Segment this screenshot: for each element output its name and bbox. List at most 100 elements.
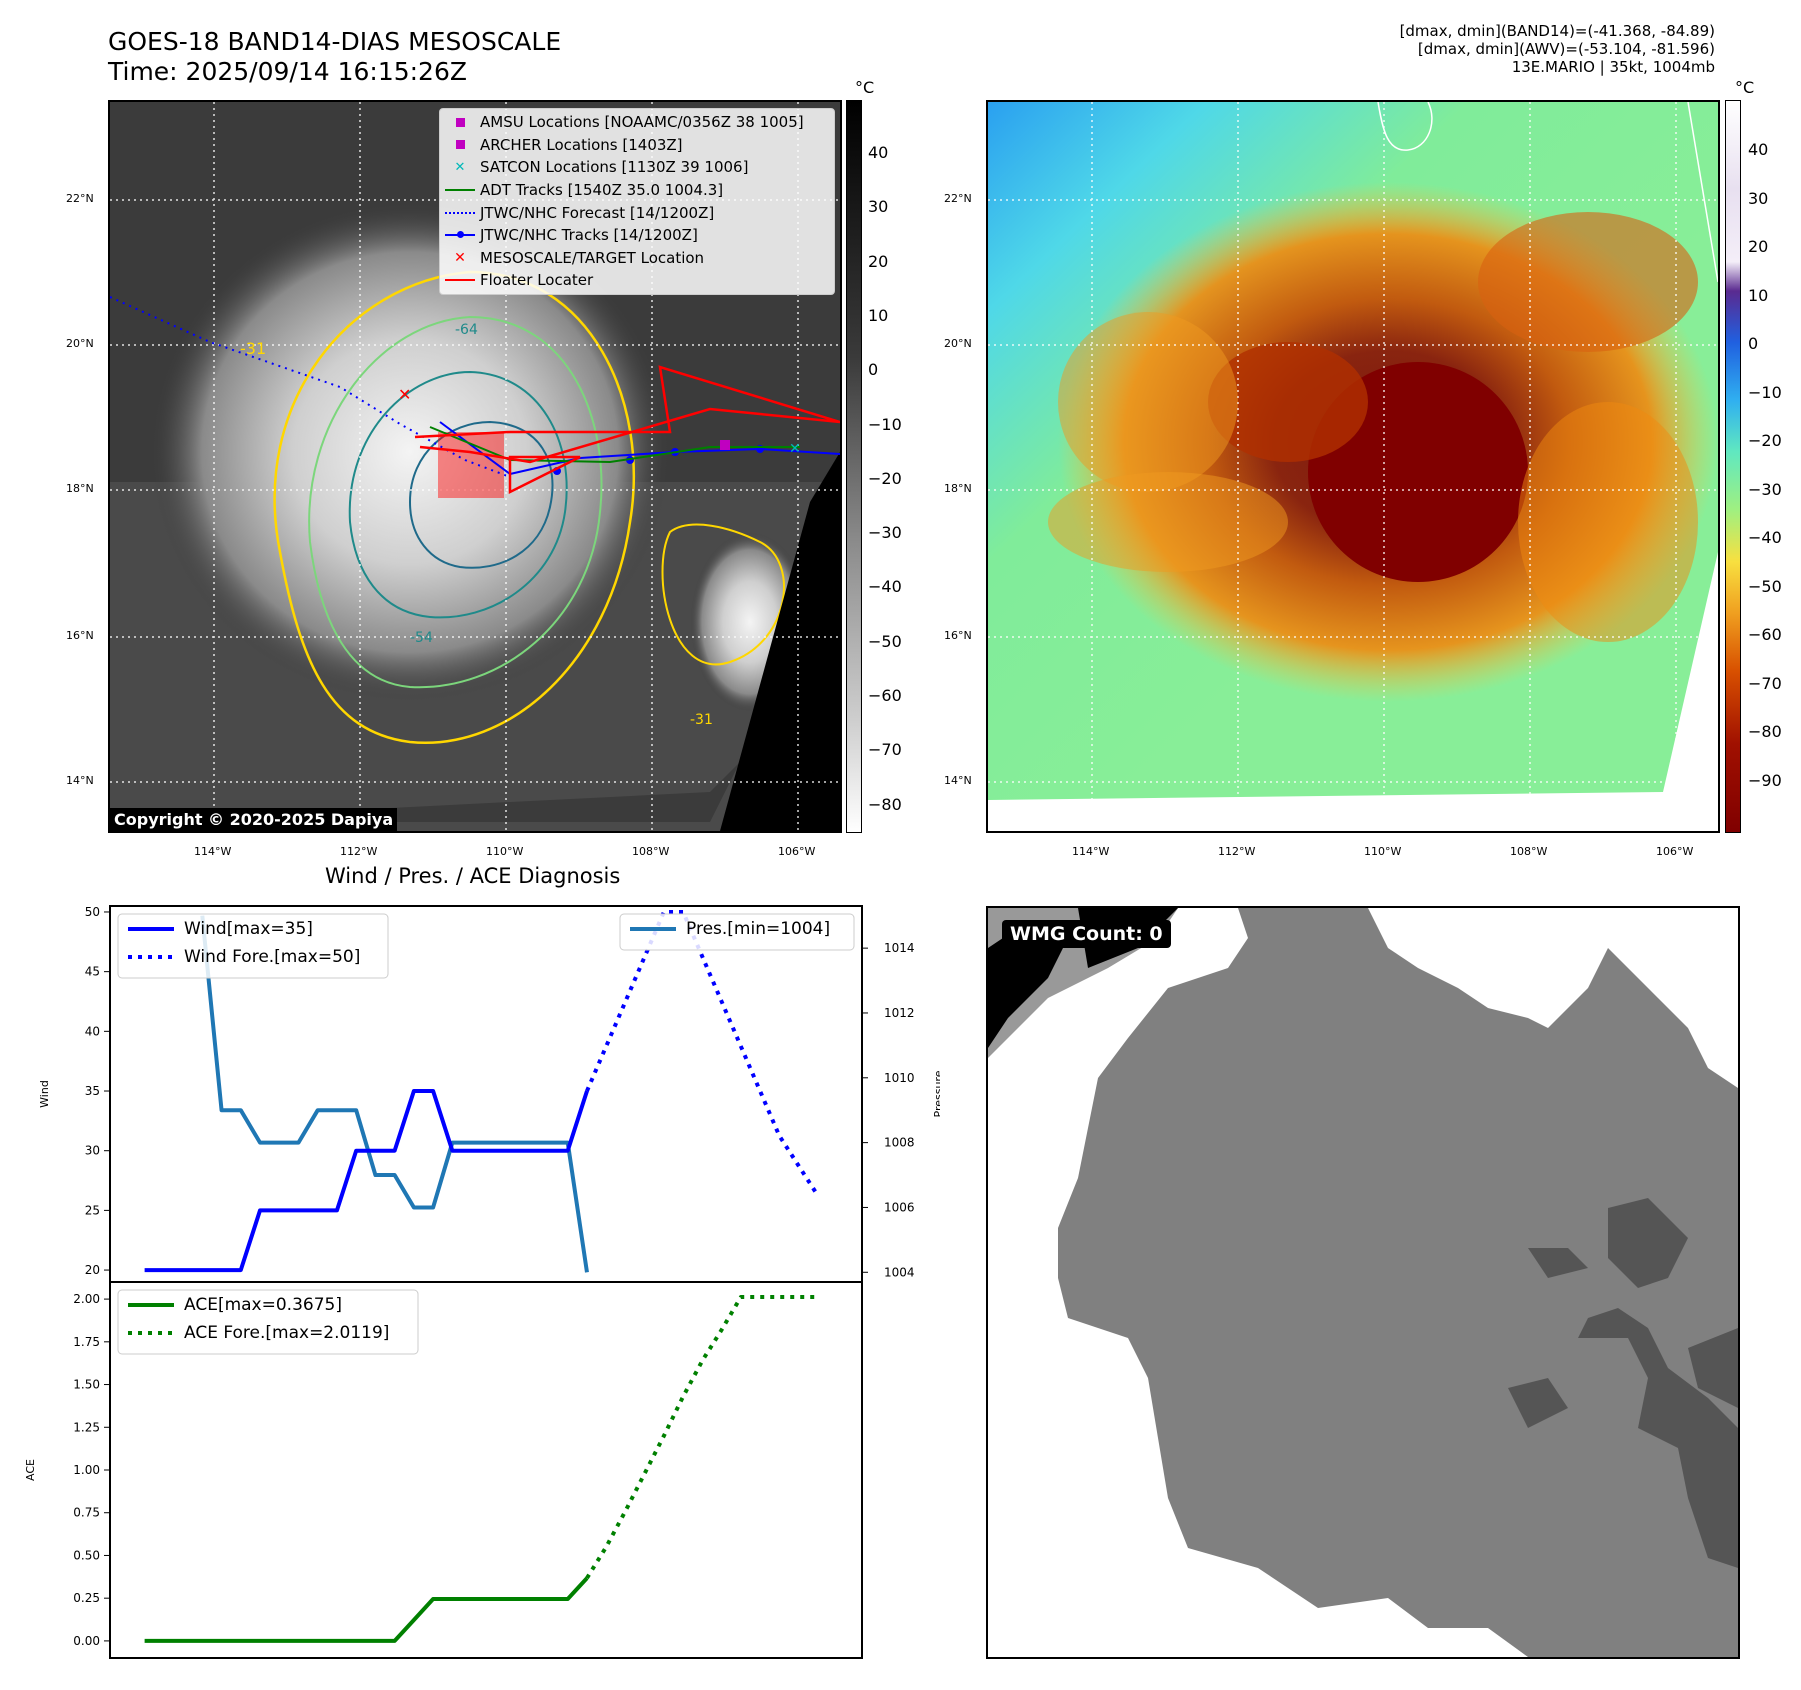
colorbar-tick-label: 0 xyxy=(1748,334,1759,353)
legend-label: Wind Fore.[max=50] xyxy=(184,947,360,967)
legend-label: ACE Fore.[max=2.0119] xyxy=(184,1323,389,1343)
lon-label: 108°W xyxy=(632,845,670,858)
colorbar-tick-label: 30 xyxy=(1748,188,1769,208)
wmg-count-badge: WMG Count: 0 xyxy=(1002,920,1171,948)
figure-title: GOES-18 BAND14-DIAS MESOSCALE xyxy=(108,27,562,56)
pressure-tick-label: 1006 xyxy=(884,1200,915,1214)
svg-text:✕: ✕ xyxy=(789,441,801,457)
lon-label: 114°W xyxy=(1072,845,1110,858)
legend-label: Wind[max=35] xyxy=(184,919,313,939)
colorbar-tick-label: −90 xyxy=(1748,770,1782,790)
lat-label: 16°N xyxy=(66,629,94,642)
pressure-axis-label: Pressure xyxy=(932,1070,940,1117)
colorbar-tick-label: −50 xyxy=(1748,576,1782,596)
colorbar-tick-label: 0 xyxy=(868,360,879,380)
figure-time: Time: 2025/09/14 16:15:26Z xyxy=(108,57,467,86)
lon-label: 112°W xyxy=(1218,845,1256,858)
wind-tick-label: 20 xyxy=(85,1263,100,1277)
mesoscale-target-box xyxy=(438,432,504,498)
wind-pres-ace-chart: 20 25 30 35 40 45 50 1004 1006 1008 1010 1012 1014 0.… xyxy=(24,905,940,1659)
colorbar-tick-label: 10 xyxy=(1748,285,1769,305)
adt-track xyxy=(429,426,800,464)
wind-axis-label: Wind xyxy=(38,1080,51,1108)
awv-map-panel xyxy=(986,100,1720,833)
pressure-tick-label: 1014 xyxy=(884,941,915,955)
wind-tick-label: 40 xyxy=(85,1024,100,1038)
colorbar-tick-label: 20 xyxy=(868,251,889,271)
floater-locater xyxy=(414,365,840,464)
ace-axis-label: ACE xyxy=(24,1459,37,1481)
wind-tick-label: 35 xyxy=(85,1084,100,1098)
colorbar-left xyxy=(846,100,862,833)
lat-label: 16°N xyxy=(944,629,972,642)
colorbar-tick-label: 20 xyxy=(1748,237,1769,256)
colorbar-tick-label: −10 xyxy=(868,414,902,434)
legend-item-jtwc-tracks: JTWC/NHC Tracks [14/1200Z] xyxy=(440,224,834,247)
wind-forecast-series-line xyxy=(585,909,820,1197)
wind-tick-label: 45 xyxy=(85,965,100,979)
wmg-svg xyxy=(988,908,1738,1657)
ace-tick-label: 1.25 xyxy=(73,1420,100,1434)
jtwc-forecast-track xyxy=(110,296,511,478)
lat-label: 22°N xyxy=(944,192,972,205)
colorbar-tick-label: −30 xyxy=(1748,479,1782,499)
lat-label: 20°N xyxy=(944,337,972,350)
lat-label: 20°N xyxy=(66,337,94,350)
ace-tick-label: 2.00 xyxy=(73,1292,100,1306)
storm-info: 13E.MARIO | 35kt, 1004mb xyxy=(1511,58,1715,76)
pressure-series-line xyxy=(200,915,589,1273)
pressure-tick-label: 1010 xyxy=(884,1071,915,1085)
jtwc-best-track xyxy=(439,421,840,476)
copyright-label: Copyright © 2020-2025 Dapiya xyxy=(110,808,398,831)
ace-legend xyxy=(117,1289,419,1355)
stats-info: [dmax, dmin](BAND14)=(-41.368, -84.89) [… xyxy=(1400,22,1715,76)
ace-tick-label: 0.00 xyxy=(73,1634,100,1648)
colorbar-tick-label: −30 xyxy=(868,523,902,543)
pressure-tick-label: 1008 xyxy=(884,1136,915,1150)
colorbar-right xyxy=(1725,100,1741,833)
ace-tick-label: 1.75 xyxy=(73,1335,100,1349)
legend-label: Pres.[min=1004] xyxy=(686,919,830,939)
lon-label: 106°W xyxy=(1656,845,1694,858)
wind-tick-label: 50 xyxy=(85,905,100,919)
pressure-tick-label: 1004 xyxy=(884,1265,915,1279)
awv-map-svg xyxy=(988,102,1718,831)
legend-item-mesoscale: ✕ MESOSCALE/TARGET Location xyxy=(454,248,705,267)
contour-label: -64 xyxy=(455,322,478,338)
legend-label: ACE[max=0.3675] xyxy=(184,1295,342,1315)
colorbar-tick-label: 40 xyxy=(868,143,889,162)
ir-map-panel: -31 -64 -54 -31 ✕ ✕ AMSU Locations [NOAA… xyxy=(108,100,842,833)
wind-tick-label: 30 xyxy=(85,1144,100,1158)
lon-label: 108°W xyxy=(1510,845,1548,858)
colorbar-tick-label: −40 xyxy=(1748,528,1782,547)
lat-label: 14°N xyxy=(944,774,972,787)
lon-label: 112°W xyxy=(340,845,378,858)
map-legend: AMSU Locations [NOAAMC/0356Z 38 1005] AR… xyxy=(439,108,835,295)
lat-label: 18°N xyxy=(944,482,972,495)
colorbar-tick-label: −10 xyxy=(1748,382,1782,402)
ace-tick-label: 0.50 xyxy=(73,1548,100,1562)
contour-label: -54 xyxy=(410,630,433,646)
contour-label: -31 xyxy=(690,712,713,728)
lon-label: 110°W xyxy=(486,845,524,858)
legend-item-archer: ARCHER Locations [1403Z] xyxy=(440,134,834,157)
ace-series-line xyxy=(144,1576,589,1643)
colorbar-tick-label: −40 xyxy=(868,577,902,597)
ace-forecast-series-line xyxy=(585,1295,818,1580)
ace-tick-label: 1.00 xyxy=(73,1463,100,1477)
colorbar-tick-label: 10 xyxy=(868,305,889,325)
svg-text:✕: ✕ xyxy=(398,385,411,404)
lat-label: 14°N xyxy=(66,774,94,787)
pressure-tick-label: 1012 xyxy=(884,1006,915,1020)
colorbar-tick-label: −60 xyxy=(1748,625,1782,644)
lat-label: 22°N xyxy=(66,192,94,205)
colorbar-tick-label: 40 xyxy=(1748,140,1769,159)
colorbar-tick-label: −80 xyxy=(1748,722,1782,741)
colorbar-tick-label: −20 xyxy=(1748,431,1782,450)
lon-label: 114°W xyxy=(194,845,232,858)
colorbar-tick-label: −70 xyxy=(1748,673,1782,693)
lon-label: 110°W xyxy=(1364,845,1402,858)
lat-label: 18°N xyxy=(66,482,94,495)
colorbar-tick-label: −70 xyxy=(868,740,902,760)
ace-tick-label: 0.75 xyxy=(73,1506,100,1520)
